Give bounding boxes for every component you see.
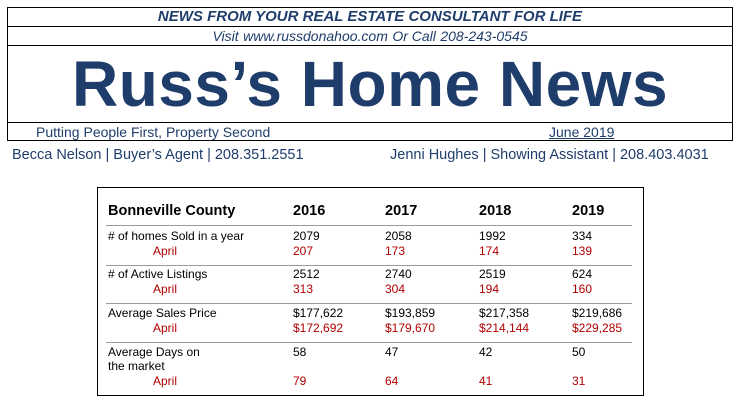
- april-cell: $229,285: [572, 321, 623, 335]
- table-cell: 2512: [293, 267, 320, 281]
- row-divider: [106, 265, 632, 266]
- newsletter-title: Russ’s Home News: [71, 48, 669, 120]
- visit-prefix: Visit: [212, 28, 239, 44]
- year-header: 2017: [385, 203, 418, 219]
- phone-number[interactable]: 208-243-0545: [440, 28, 528, 44]
- issue-date: June 2019: [549, 124, 615, 140]
- april-cell: 31: [572, 374, 586, 388]
- april-cell: 41: [479, 374, 493, 388]
- slogan-row: Putting People First, Property Second Ju…: [8, 123, 732, 142]
- row-label: # of Active Listings: [108, 267, 208, 281]
- row-divider: [106, 225, 632, 226]
- row-divider: [106, 342, 632, 343]
- april-cell: $214,144: [479, 321, 530, 335]
- april-cell: 64: [385, 374, 399, 388]
- row-label: Average Days on: [108, 345, 200, 359]
- table-cell: $217,358: [479, 306, 530, 320]
- year-header: 2016: [293, 203, 326, 219]
- call-text: Or Call: [392, 28, 436, 44]
- april-cell: 173: [385, 244, 406, 258]
- april-cell: 304: [385, 282, 406, 296]
- april-label: April: [153, 321, 178, 335]
- newsletter-masthead: NEWS FROM YOUR REAL ESTATE CONSULTANT FO…: [7, 7, 733, 141]
- table-cell: 42: [479, 345, 493, 359]
- table-cell: 2079: [293, 229, 320, 243]
- april-cell: 194: [479, 282, 500, 296]
- april-cell: 160: [572, 282, 593, 296]
- row-label: Average Sales Price: [108, 306, 217, 320]
- showing-assistant-info: Jenni Hughes | Showing Assistant | 208.4…: [390, 147, 709, 163]
- title-row: Russ’s Home News: [8, 46, 732, 123]
- row-label: # of homes Sold in a year: [108, 229, 245, 243]
- april-cell: 313: [293, 282, 314, 296]
- april-cell: 174: [479, 244, 500, 258]
- april-cell: $172,692: [293, 321, 344, 335]
- april-cell: 139: [572, 244, 593, 258]
- contact-row: Visit www.russdonahoo.com Or Call 208-24…: [8, 27, 732, 46]
- table-cell: 58: [293, 345, 307, 359]
- tagline: NEWS FROM YOUR REAL ESTATE CONSULTANT FO…: [157, 8, 583, 25]
- table-cell: 50: [572, 345, 586, 359]
- table-cell: $177,622: [293, 306, 344, 320]
- april-cell: $179,670: [385, 321, 436, 335]
- table-cell: 334: [572, 229, 593, 243]
- slogan: Putting People First, Property Second: [36, 124, 271, 140]
- table-cell: 2519: [479, 267, 506, 281]
- table-cell: 2740: [385, 267, 412, 281]
- table-cell: 624: [572, 267, 593, 281]
- table-cell: 2058: [385, 229, 412, 243]
- table-cell: $193,859: [385, 306, 436, 320]
- april-label: April: [153, 244, 178, 258]
- april-label: April: [153, 374, 178, 388]
- market-stats-table: Bonneville County 2016 2017 2018 2019 # …: [97, 187, 644, 396]
- table-cell: 47: [385, 345, 399, 359]
- county-header: Bonneville County: [108, 203, 236, 219]
- website-link[interactable]: www.russdonahoo.com: [243, 28, 388, 44]
- table-cell: 1992: [479, 229, 506, 243]
- year-header: 2018: [479, 203, 512, 219]
- table-cell: $219,686: [572, 306, 623, 320]
- april-label: April: [153, 282, 178, 296]
- row-label-line2: the market: [108, 359, 165, 373]
- year-header: 2019: [572, 203, 605, 219]
- row-divider: [106, 303, 632, 304]
- april-cell: 207: [293, 244, 314, 258]
- april-cell: 79: [293, 374, 307, 388]
- tagline-row: NEWS FROM YOUR REAL ESTATE CONSULTANT FO…: [8, 8, 732, 27]
- buyers-agent-info: Becca Nelson | Buyer’s Agent | 208.351.2…: [12, 147, 304, 163]
